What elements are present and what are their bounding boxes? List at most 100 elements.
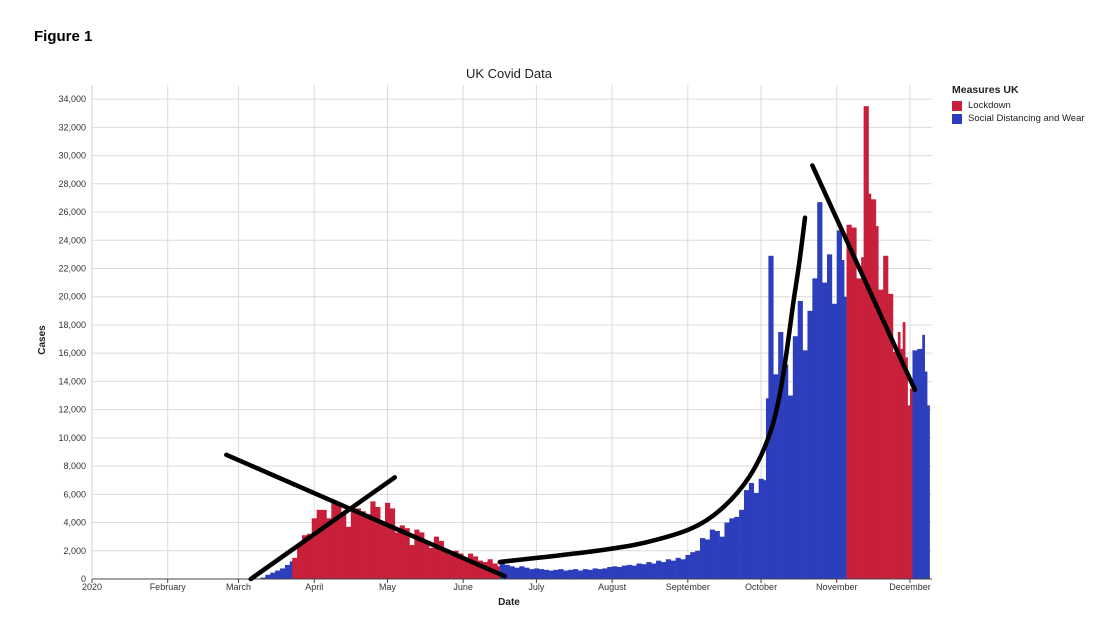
bar-lockdown (375, 507, 381, 579)
x-tick-label: December (889, 582, 931, 592)
annotation-stroke (810, 163, 918, 393)
bar-social-distancing-and-wear (563, 570, 569, 579)
bar-lockdown (851, 227, 857, 579)
x-tick-label: August (598, 582, 627, 592)
bar-social-distancing-and-wear (797, 300, 803, 579)
bar-lockdown (311, 518, 317, 579)
x-tick-label: September (666, 582, 710, 592)
bar-social-distancing-and-wear (524, 567, 530, 579)
bar-social-distancing-and-wear (695, 550, 701, 579)
bar-social-distancing-and-wear (656, 560, 662, 579)
bar-lockdown (345, 526, 352, 579)
bar-lockdown (892, 351, 899, 579)
bar-social-distancing-and-wear (597, 569, 603, 579)
y-tick-label: 32,000 (58, 122, 86, 132)
chart-bars (260, 106, 930, 580)
bar-lockdown (468, 553, 474, 579)
bar-lockdown (292, 557, 298, 579)
bar-social-distancing-and-wear (743, 490, 750, 579)
bar-social-distancing-and-wear (275, 570, 281, 579)
x-tick-label: April (305, 582, 323, 592)
bar-lockdown (438, 540, 444, 579)
bar-social-distancing-and-wear (577, 570, 584, 579)
bar-social-distancing-and-wear (636, 563, 642, 579)
bar-social-distancing-and-wear (714, 531, 720, 579)
legend-item-social-distancing: Social Distancing and Wear (952, 113, 1085, 124)
bar-social-distancing-and-wear (260, 577, 266, 579)
bar-social-distancing-and-wear (592, 568, 598, 579)
x-tick-label: June (453, 582, 473, 592)
bar-social-distancing-and-wear (270, 572, 276, 579)
bar-social-distancing-and-wear (651, 563, 657, 579)
y-tick-label: 24,000 (58, 235, 86, 245)
bar-social-distancing-and-wear (778, 332, 784, 579)
bar-social-distancing-and-wear (817, 202, 823, 580)
x-tick-label: July (528, 582, 545, 592)
bar-social-distancing-and-wear (753, 492, 759, 579)
bar-social-distancing-and-wear (558, 569, 564, 579)
y-tick-label: 14,000 (58, 376, 86, 386)
y-tick-label: 34,000 (58, 94, 86, 104)
y-tick-label: 12,000 (58, 405, 86, 415)
bar-social-distancing-and-wear (739, 509, 745, 579)
x-tick-label: May (379, 582, 397, 592)
bar-social-distancing-and-wear (514, 567, 520, 579)
bar-lockdown (897, 332, 901, 579)
bar-social-distancing-and-wear (499, 563, 505, 579)
bar-social-distancing-and-wear (631, 565, 637, 579)
bar-social-distancing-and-wear (284, 564, 291, 579)
bar-lockdown (861, 257, 864, 579)
bar-social-distancing-and-wear (617, 567, 623, 579)
bar-lockdown (424, 542, 430, 579)
x-tick-label: November (816, 582, 858, 592)
bar-lockdown (385, 502, 391, 579)
legend-title: Measures UK (952, 84, 1019, 96)
x-tick-label: March (226, 582, 251, 592)
bar-social-distancing-and-wear (573, 569, 579, 579)
bar-social-distancing-and-wear (533, 568, 540, 579)
bar-lockdown (404, 528, 410, 579)
bar-social-distancing-and-wear (690, 552, 696, 579)
y-tick-label: 8,000 (63, 461, 86, 471)
bar-lockdown (316, 509, 322, 579)
legend-swatch-social-distancing (952, 113, 962, 124)
bar-lockdown (453, 550, 459, 579)
bar-social-distancing-and-wear (543, 569, 549, 579)
bar-lockdown (306, 533, 313, 579)
bar-social-distancing-and-wear (917, 348, 923, 579)
bar-social-distancing-and-wear (729, 518, 735, 579)
bar-social-distancing-and-wear (621, 565, 628, 579)
bar-social-distancing-and-wear (792, 336, 798, 579)
bar-lockdown (331, 502, 337, 579)
bar-social-distancing-and-wear (827, 254, 833, 579)
bar-lockdown (414, 529, 420, 579)
bar-lockdown (433, 536, 440, 579)
bar-social-distancing-and-wear (670, 560, 676, 579)
bar-social-distancing-and-wear (265, 574, 271, 579)
bar-lockdown (863, 106, 869, 580)
bar-lockdown (458, 553, 464, 579)
bar-lockdown (910, 388, 913, 579)
bar-lockdown (868, 193, 872, 579)
bar-social-distancing-and-wear (836, 230, 842, 579)
bar-social-distancing-and-wear (841, 260, 845, 579)
bar-lockdown (463, 557, 469, 579)
bar-social-distancing-and-wear (641, 564, 647, 579)
bar-social-distancing-and-wear (812, 278, 818, 579)
bar-lockdown (856, 278, 862, 579)
chart-annotations (224, 163, 918, 582)
legend-item-lockdown: Lockdown (952, 100, 1085, 111)
bar-social-distancing-and-wear (660, 562, 667, 579)
bar-lockdown (370, 501, 376, 579)
bar-lockdown (870, 199, 877, 579)
bar-social-distancing-and-wear (758, 478, 764, 579)
bar-social-distancing-and-wear (675, 557, 681, 579)
bar-social-distancing-and-wear (719, 536, 725, 579)
legend-label-social-distancing: Social Distancing and Wear (968, 113, 1085, 124)
bar-social-distancing-and-wear (734, 516, 740, 579)
bar-lockdown (419, 532, 425, 579)
annotation-stroke (224, 452, 507, 579)
x-axis-label: Date (498, 597, 520, 608)
bar-social-distancing-and-wear (553, 569, 559, 579)
bar-social-distancing-and-wear (783, 364, 789, 579)
